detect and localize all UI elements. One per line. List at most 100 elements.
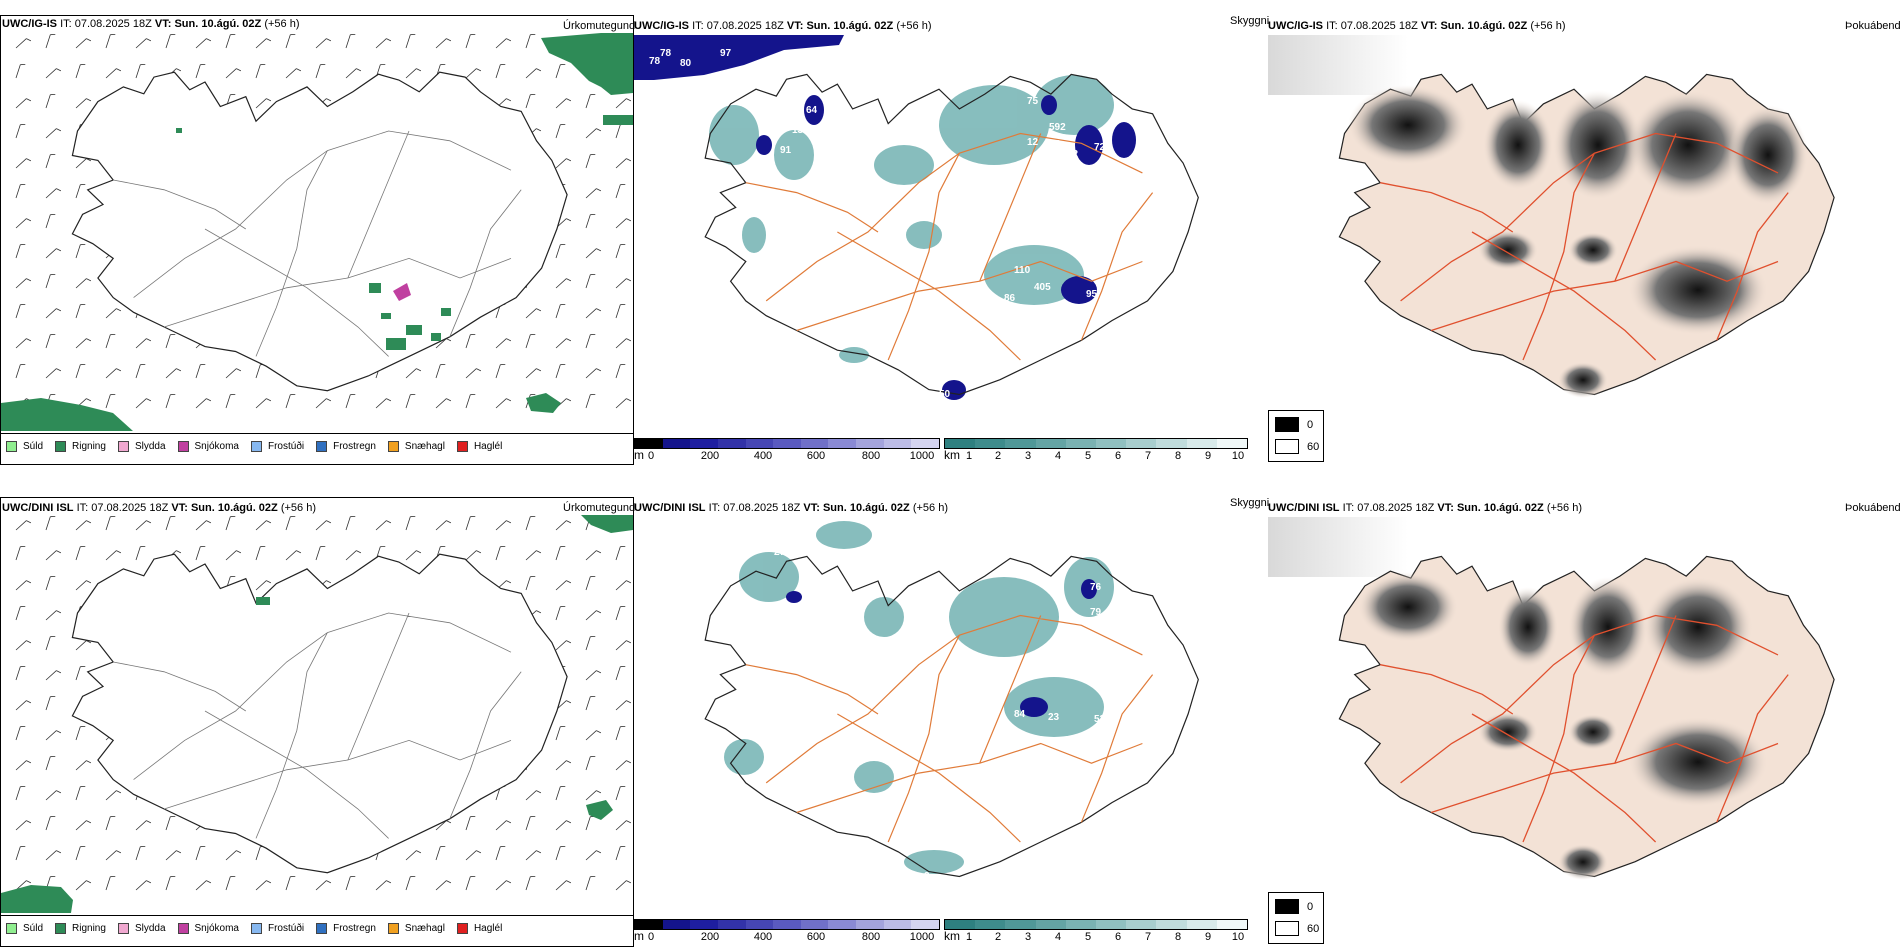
legend-swatch-snow-pellets: [387, 923, 399, 934]
precip-type-legend: Súld Rigning Slydda Snjókoma Frostúði Fr…: [6, 441, 514, 452]
panel-title-precip-type: Úrkomutegund: [563, 502, 636, 514]
iceland-outline: [71, 553, 568, 874]
colorbar-km-tick: 6: [1114, 450, 1122, 462]
legend-swatch-freezing-rain: [316, 923, 328, 934]
colorbar-m-tick: 600: [806, 450, 826, 462]
colorbar-km-tick: 8: [1174, 450, 1182, 462]
colorbar-m-tick: 200: [700, 450, 720, 462]
init-time: 07.08.2025 18Z: [74, 18, 152, 30]
colorbar-km-tick: 3: [1024, 931, 1032, 943]
visibility-value-labels: 27 81 79 76 50 84 23 53 2: [754, 547, 1106, 882]
visibility-dark-areas: [756, 95, 1136, 400]
model-name: UWC/IG-IS: [2, 18, 57, 30]
legend-swatch-freezing-drizzle: [250, 441, 262, 452]
fog-sea-haze: [1268, 517, 1408, 577]
legend-item: Snjókoma: [177, 441, 239, 452]
legend-item: Súld: [6, 923, 43, 934]
legend-item: Rigning: [55, 441, 106, 452]
vis-label: 95: [1086, 289, 1098, 300]
vis-label: 75: [1027, 96, 1039, 107]
iceland-outline: [71, 71, 568, 392]
colorbar-km-tick: 6: [1114, 931, 1122, 943]
vis-label: 78: [649, 56, 661, 67]
legend-item: Frostúði: [250, 923, 304, 934]
row1-header-precip: UWC/IG-IS IT: 07.08.2025 18Z VT: Sun. 10…: [2, 18, 300, 30]
visibility-teal-areas: [724, 521, 1114, 874]
legend-swatch-rain: [55, 441, 67, 452]
visibility-value-labels: 78 78 80 97 23 64 13 91 75 592 12 172 72…: [649, 48, 1108, 400]
row2-header-visibility: UWC/DINI ISL IT: 07.08.2025 18Z VT: Sun.…: [634, 502, 948, 514]
precip-type-legend: Súld Rigning Slydda Snjókoma Frostúði Fr…: [6, 923, 514, 934]
colorbar-km-tick: 9: [1204, 931, 1212, 943]
iceland-outline: [704, 73, 1199, 396]
colorbar-km-gradient: [944, 438, 1248, 449]
visibility-map[interactable]: 78 78 80 97 23 64 13 91 75 592 12 172 72…: [634, 35, 1264, 435]
legend-item: Snæhagl: [387, 923, 445, 934]
legend-swatch-freezing-drizzle: [250, 923, 262, 934]
legend-item: Snjókoma: [177, 923, 239, 934]
legend-item: Frostregn: [316, 923, 376, 934]
visibility-map[interactable]: 27 81 79 76 50 84 23 53 2: [634, 517, 1264, 917]
legend-item: Snæhagl: [387, 441, 445, 452]
fog-legend-swatch-60: [1275, 921, 1299, 936]
colorbar-m-unit: m: [634, 929, 644, 943]
legend-swatch-freezing-rain: [316, 441, 328, 452]
vis-label: 172: [1044, 139, 1061, 150]
vis-label: 91: [780, 145, 792, 156]
vis-label: 71: [1062, 325, 1074, 336]
vis-label: 13: [792, 125, 804, 136]
fog-index-map[interactable]: [1268, 35, 1900, 435]
fog-index-legend: 0 60: [1268, 410, 1324, 462]
panel-title-fog-index: Þokuábendi: [1845, 20, 1900, 32]
colorbar-m-tick: 800: [861, 931, 881, 943]
row2-header-precip: UWC/DINI ISL IT: 07.08.2025 18Z VT: Sun.…: [2, 502, 316, 514]
vis-label: 30: [944, 244, 956, 255]
colorbar-km-tick: 3: [1024, 450, 1032, 462]
precip-legend-frame: [0, 915, 634, 947]
colorbar-km-tick: 4: [1054, 450, 1062, 462]
colorbar-km-tick: 1: [965, 931, 973, 943]
fog-index-map[interactable]: [1268, 517, 1900, 917]
colorbar-km-tick: 10: [1231, 450, 1245, 462]
fog-dark-areas: [1358, 572, 1768, 880]
fog-legend-swatch-0: [1275, 417, 1299, 432]
legend-item: Haglél: [456, 441, 502, 452]
vis-label: 50: [1094, 623, 1106, 634]
legend-item: Frostúði: [250, 441, 304, 452]
vis-label: 592: [1049, 122, 1066, 133]
vis-label: 23: [760, 59, 772, 70]
rain-areas: [1, 33, 633, 431]
lead-time: (+56 h): [264, 18, 300, 30]
fog-dark-areas: [1348, 85, 1808, 398]
colorbar-km-tick: 2: [994, 931, 1002, 943]
legend-swatch-hail: [456, 923, 468, 934]
panel-title-precip-type: Úrkomutegund: [563, 20, 636, 32]
colorbar-km-tick: 1: [965, 450, 973, 462]
legend-swatch-rain: [55, 923, 67, 934]
colorbar-m-tick: 1000: [909, 450, 935, 462]
vis-label: 12: [1027, 137, 1039, 148]
colorbar-km-tick: 5: [1084, 931, 1092, 943]
legend-swatch-snow: [177, 441, 189, 452]
legend-item: Slydda: [117, 923, 166, 934]
colorbar-km-tick: 7: [1144, 931, 1152, 943]
colorbar-km-tick: 5: [1084, 450, 1092, 462]
legend-swatch-drizzle: [6, 923, 17, 934]
valid-time: Sun. 10.ágú. 02Z: [190, 502, 278, 514]
precip-legend-frame: [0, 433, 634, 465]
precip-type-map[interactable]: [1, 33, 633, 431]
road-network: [1380, 614, 1789, 843]
row2-header-fog: UWC/DINI ISL IT: 07.08.2025 18Z VT: Sun.…: [1268, 502, 1582, 514]
iceland-outline: [704, 555, 1199, 878]
vis-label: 97: [720, 48, 732, 59]
fog-sea-haze: [1268, 35, 1408, 95]
precip-type-map[interactable]: [1, 515, 633, 913]
vis-label: 53: [1094, 714, 1106, 725]
vis-label: 86: [1004, 293, 1016, 304]
legend-swatch-sleet: [117, 923, 129, 934]
rain-areas: [1, 515, 633, 913]
colorbar-m-tick: 600: [806, 931, 826, 943]
colorbar-km-unit: km: [944, 448, 960, 462]
colorbar-m-gradient: [634, 438, 940, 449]
colorbar-m-tick: 1000: [909, 931, 935, 943]
